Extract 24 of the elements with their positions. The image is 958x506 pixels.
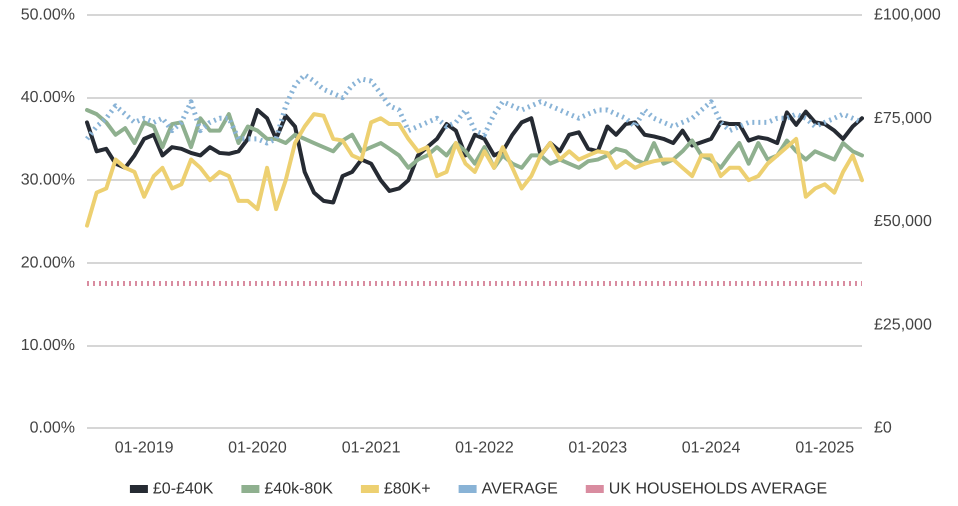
y-tick-label: 20.00% <box>20 254 75 272</box>
y-tick-label: 0.00% <box>30 420 75 436</box>
x-tick-label: 01-2019 <box>114 440 174 456</box>
y2-tick-label: £25,000 <box>874 316 932 334</box>
y2-tick-label: £100,000 <box>874 6 941 24</box>
y-tick-label: 10.00% <box>20 336 75 354</box>
y2-tick-label: £0 <box>874 420 892 436</box>
x-tick-label: 01-2020 <box>228 440 287 456</box>
legend-label: UK HOUSEHOLDS AVERAGE <box>608 480 828 498</box>
y2-tick-label: £75,000 <box>874 110 932 127</box>
y-tick-label: 30.00% <box>20 172 75 189</box>
legend-label: £0-£40K <box>152 480 214 498</box>
x-tick-label: 01-2022 <box>455 440 514 456</box>
y2-tick-label: £50,000 <box>874 213 932 230</box>
x-tick-label: 01-2024 <box>682 440 741 456</box>
legend-label: £40k-80K <box>264 480 334 498</box>
legend-label: £80K+ <box>384 480 431 498</box>
x-tick-label: 01-2021 <box>342 440 401 456</box>
line-series <box>85 112 864 228</box>
x-tick-label: 01-2023 <box>568 440 628 456</box>
y-tick-label: 40.00% <box>20 89 75 106</box>
legend-label: AVERAGE <box>482 480 558 498</box>
y-tick-label: 50.00% <box>20 6 75 24</box>
x-tick-label: 01-2025 <box>795 440 854 456</box>
